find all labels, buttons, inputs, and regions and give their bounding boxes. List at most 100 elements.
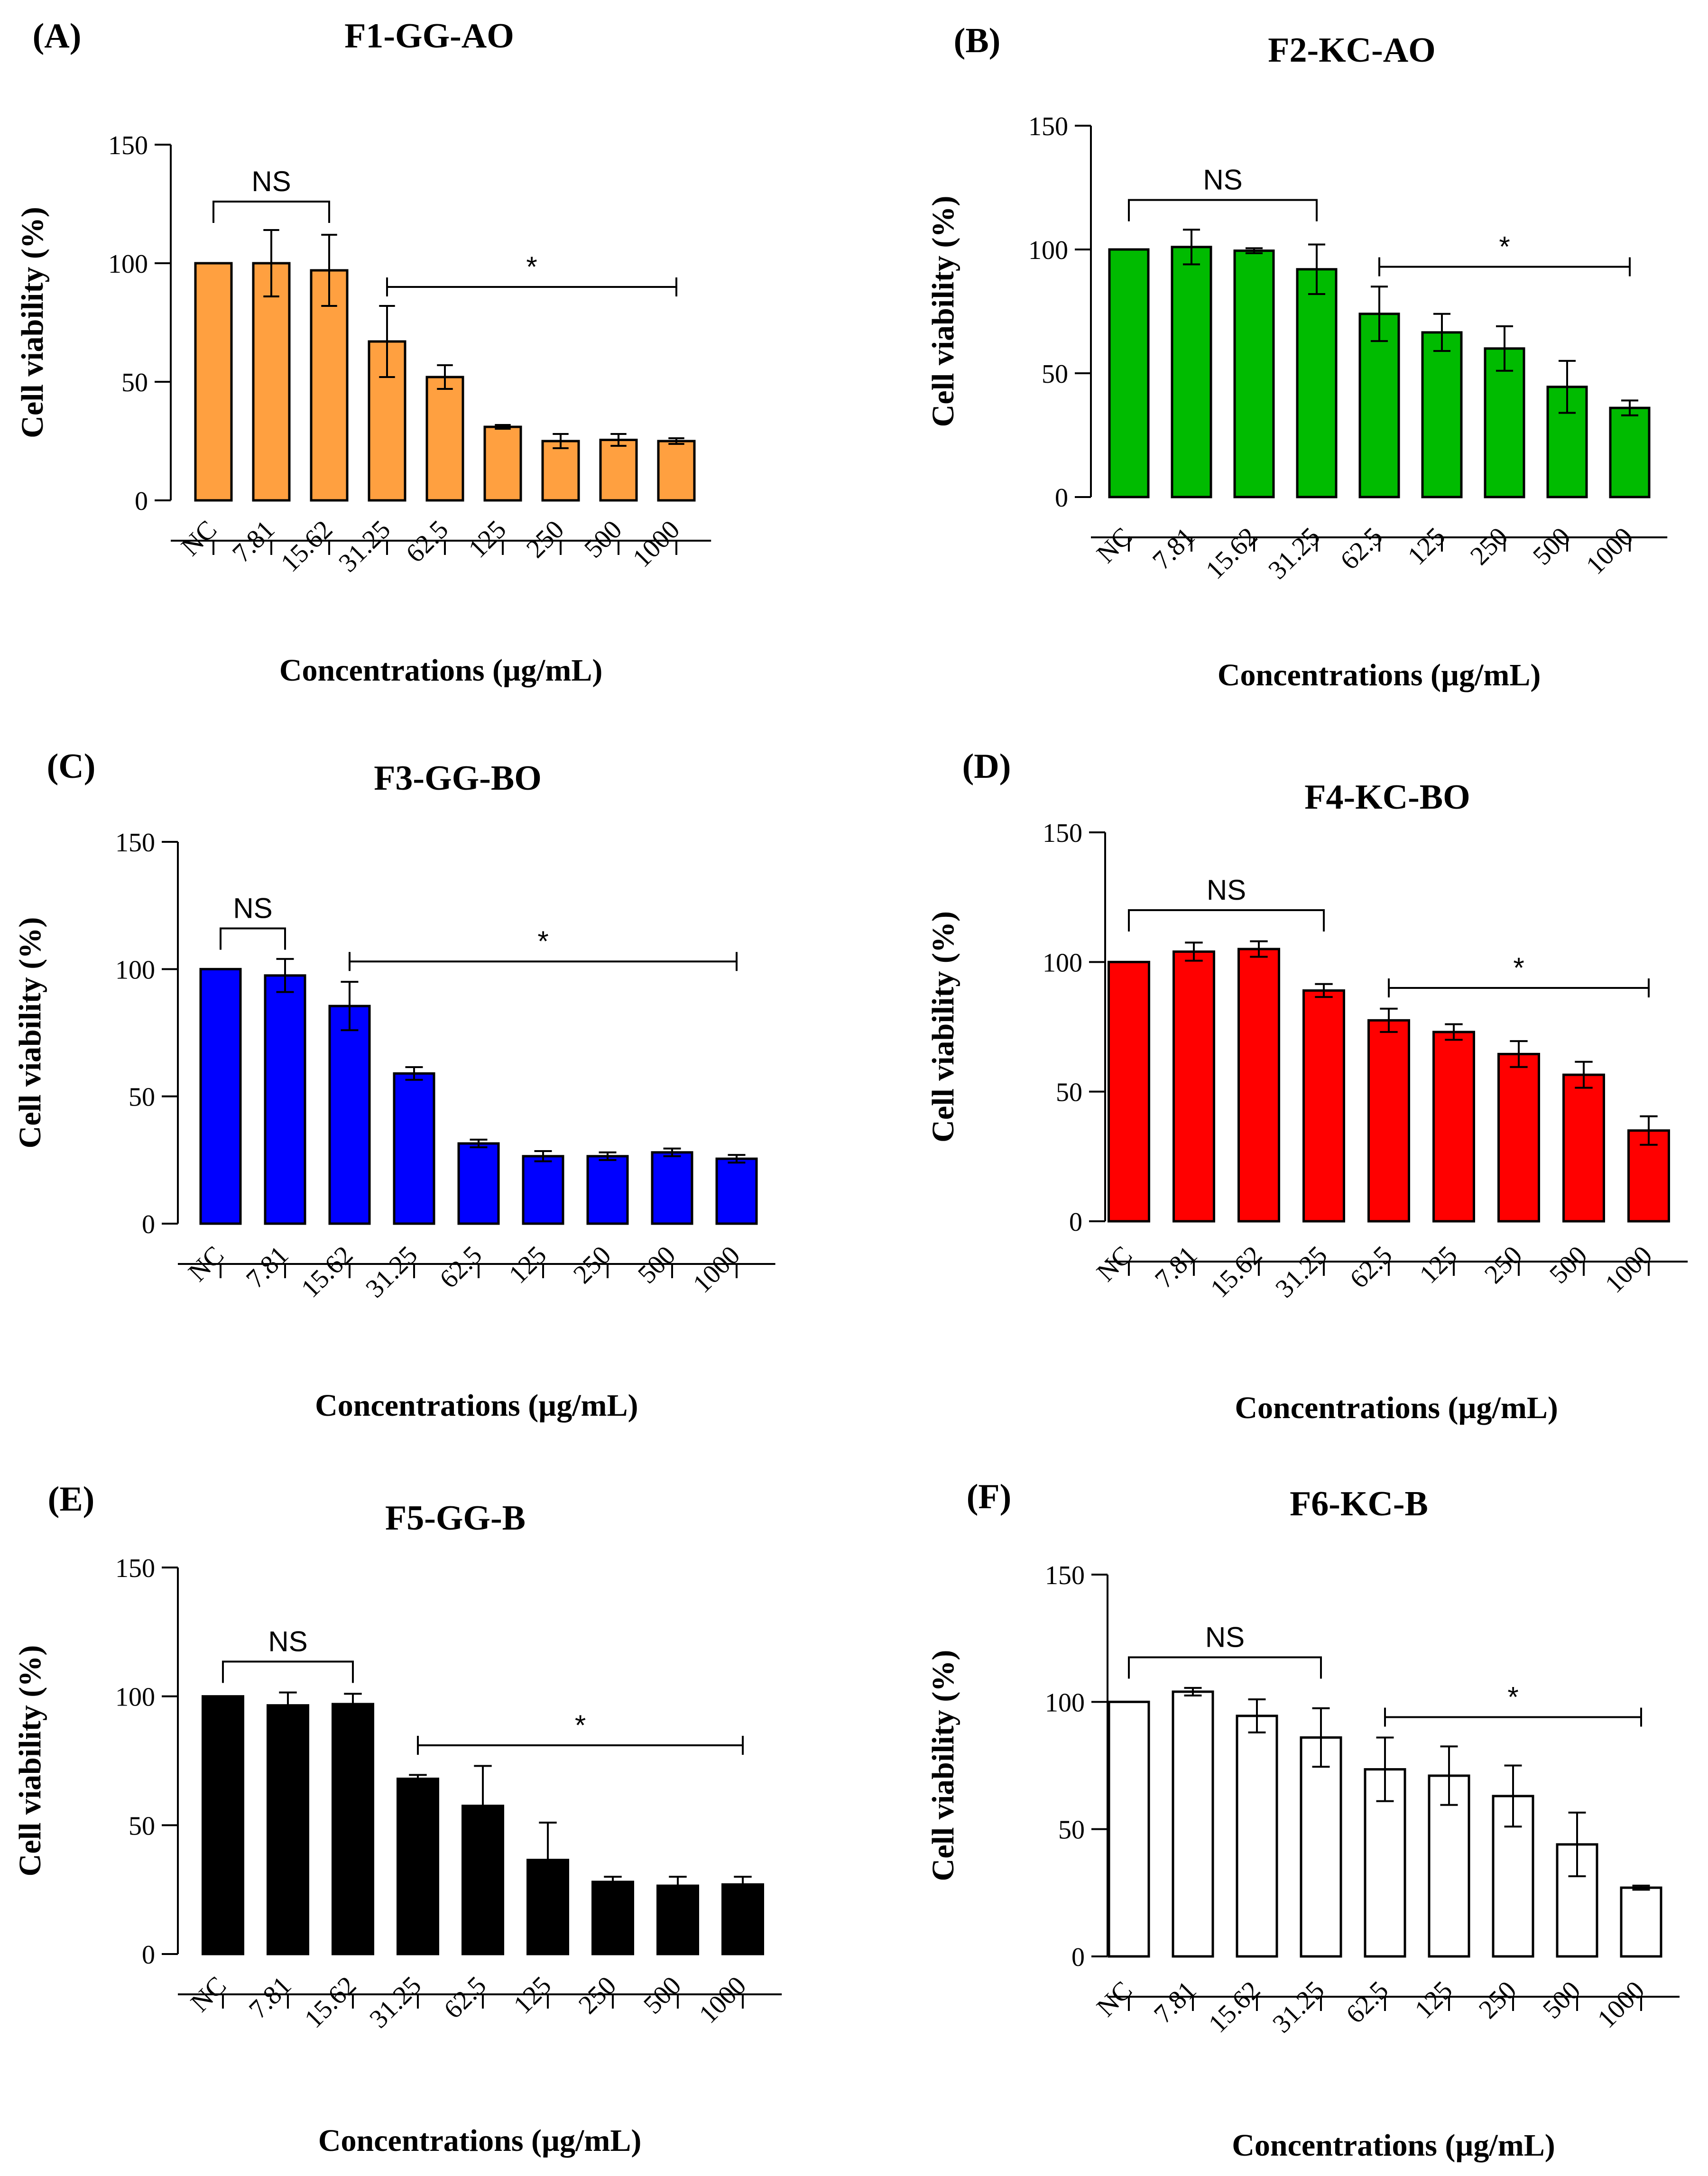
x-tick-label: 1000 [693, 1971, 752, 2029]
x-tick-label: 250 [1473, 1975, 1522, 2024]
x-tick-label: NC [1091, 1240, 1138, 1287]
bar [656, 1884, 699, 1955]
x-tick-label: 1000 [1599, 1240, 1658, 1299]
x-tick-label: 7.81 [227, 515, 280, 568]
x-tick-label: NC [183, 1240, 230, 1287]
bar [1171, 246, 1212, 498]
chart-panel-3: (C) F3-GG-BO 0 50 100 150 Cell viability (%) NC… [13, 747, 776, 1423]
y-tick-label: 150 [115, 828, 155, 857]
sig-label: * [575, 1709, 586, 1741]
y-axis-title: Cell viability (%) [15, 207, 50, 438]
x-tick-label: 250 [1479, 1240, 1528, 1289]
bar [332, 1703, 374, 1955]
x-axis-title: Concentrations (µg/mL) [1218, 658, 1541, 692]
x-tick-label: NC [185, 1971, 232, 2018]
y-tick-label: 150 [115, 1554, 155, 1583]
sig-label: * [526, 251, 537, 283]
bar [1421, 331, 1463, 498]
y-tick-label: 50 [1056, 1078, 1082, 1107]
bar [1108, 248, 1150, 498]
ns-bracket [1128, 199, 1318, 221]
x-tick-label: 62.5 [1344, 1240, 1398, 1294]
x-tick-label: 1000 [627, 515, 685, 573]
bar [1302, 989, 1345, 1223]
chart-title: F1-GG-AO [344, 17, 514, 55]
y-axis-title: Cell viability (%) [926, 1650, 960, 1881]
x-tick-label: 500 [1544, 1240, 1593, 1289]
y-tick-label: 0 [142, 1210, 155, 1239]
x-axis-title: Concentrations (µg/mL) [318, 2123, 641, 2158]
panel-letter: (A) [33, 17, 82, 55]
bar [267, 1704, 309, 1955]
bar [457, 1142, 500, 1225]
panel-letter: (E) [48, 1480, 95, 1519]
ns-label: NS [233, 892, 272, 924]
x-tick-label: NC [1091, 1975, 1138, 2022]
y-tick-label: 50 [1042, 360, 1068, 389]
x-tick-label: 125 [1402, 522, 1451, 571]
ns-bracket [212, 201, 330, 223]
bar [1432, 1031, 1475, 1223]
panel-letter: (D) [962, 747, 1011, 786]
panel-letter: (B) [954, 21, 1001, 60]
bar [310, 269, 349, 502]
chart-panel-2: (B) F2-KC-AO 0 50 100 150 Cell viability (%) NC… [926, 21, 1668, 692]
bar [1358, 313, 1400, 498]
bar [1108, 960, 1150, 1223]
ns-bracket [220, 927, 286, 950]
y-tick-label: 50 [1058, 1816, 1085, 1845]
chart-title: F2-KC-AO [1268, 31, 1436, 70]
bar [202, 1695, 244, 1955]
bar [541, 440, 580, 502]
panel-letter: (F) [967, 1477, 1012, 1516]
x-tick-label: 15.62 [1200, 522, 1263, 585]
x-tick-label: 500 [579, 515, 628, 563]
chart-title: F6-KC-B [1290, 1484, 1428, 1523]
x-tick-label: 500 [638, 1971, 687, 2019]
bar [522, 1155, 564, 1225]
y-tick-label: 100 [115, 955, 155, 985]
x-tick-label: 250 [568, 1240, 617, 1289]
ns-label: NS [268, 1625, 307, 1657]
y-tick-label: 0 [1069, 1208, 1082, 1237]
y-tick-label: 50 [121, 368, 148, 397]
x-axis-title: Concentrations (µg/mL) [315, 1388, 638, 1423]
x-tick-label: 250 [521, 515, 570, 563]
chart-panel-5: (E) F5-GG-B 0 50 100 150 Cell viability (%) NC 7… [13, 1480, 782, 2158]
bar [657, 440, 696, 502]
x-tick-label: 250 [1465, 522, 1514, 571]
y-tick-label: 100 [1043, 948, 1082, 977]
bar [1562, 1073, 1605, 1223]
x-tick-label: 7.81 [243, 1971, 297, 2024]
y-tick-label: 0 [142, 1940, 155, 1970]
bar [328, 1005, 371, 1225]
bar [715, 1157, 758, 1225]
x-tick-label: 7.81 [1148, 1975, 1202, 2029]
bar [393, 1072, 435, 1225]
y-tick-label: 50 [129, 1811, 155, 1841]
x-tick-label: 62.5 [434, 1240, 488, 1294]
y-tick-label: 100 [1028, 236, 1068, 265]
chart-title: F4-KC-BO [1304, 778, 1470, 817]
x-tick-label: 7.81 [1149, 1240, 1203, 1294]
y-tick-label: 50 [129, 1083, 155, 1112]
x-tick-label: 1000 [1592, 1975, 1650, 2034]
bar [1233, 249, 1275, 498]
bar [586, 1155, 629, 1225]
ns-label: NS [1203, 164, 1242, 196]
ns-label: NS [251, 166, 291, 197]
bar [1172, 1690, 1214, 1958]
x-tick-label: NC [175, 515, 222, 562]
bar [199, 968, 242, 1225]
bar [1108, 1700, 1150, 1958]
bar [194, 262, 233, 502]
x-tick-label: 500 [1537, 1975, 1586, 2024]
x-tick-label: 7.81 [240, 1240, 294, 1294]
y-tick-label: 100 [115, 1683, 155, 1712]
x-axis-title: Concentrations (µg/mL) [1235, 1391, 1558, 1425]
bar [1609, 406, 1651, 498]
x-tick-label: 31.25 [1263, 522, 1326, 585]
chart-title: F5-GG-B [385, 1499, 526, 1538]
y-axis-title: Cell viability (%) [13, 1645, 47, 1877]
